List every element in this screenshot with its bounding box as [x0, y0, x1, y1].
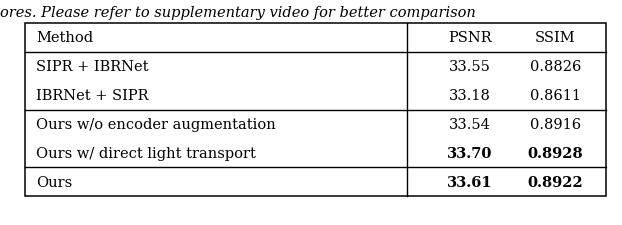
Text: 33.55: 33.55: [448, 60, 491, 74]
Text: 33.61: 33.61: [447, 175, 493, 189]
Text: PSNR: PSNR: [448, 31, 491, 45]
Text: 0.8922: 0.8922: [527, 175, 583, 189]
Text: SIPR + IBRNet: SIPR + IBRNet: [36, 60, 149, 74]
Text: 33.18: 33.18: [448, 89, 491, 103]
Text: 0.8916: 0.8916: [530, 117, 581, 131]
Text: 0.8928: 0.8928: [527, 146, 583, 160]
Text: ores. Please refer to supplementary video for better comparison: ores. Please refer to supplementary vide…: [0, 6, 476, 20]
Text: 33.54: 33.54: [448, 117, 491, 131]
Text: SSIM: SSIM: [535, 31, 576, 45]
Text: Ours w/ direct light transport: Ours w/ direct light transport: [36, 146, 256, 160]
Text: 0.8826: 0.8826: [530, 60, 581, 74]
Text: Ours: Ours: [36, 175, 72, 189]
Text: IBRNet + SIPR: IBRNet + SIPR: [36, 89, 149, 103]
Text: 0.8611: 0.8611: [530, 89, 581, 103]
Bar: [25, 24, 606, 196]
Text: Ours w/o encoder augmentation: Ours w/o encoder augmentation: [36, 117, 276, 131]
Text: Method: Method: [36, 31, 93, 45]
Text: 33.70: 33.70: [447, 146, 492, 160]
